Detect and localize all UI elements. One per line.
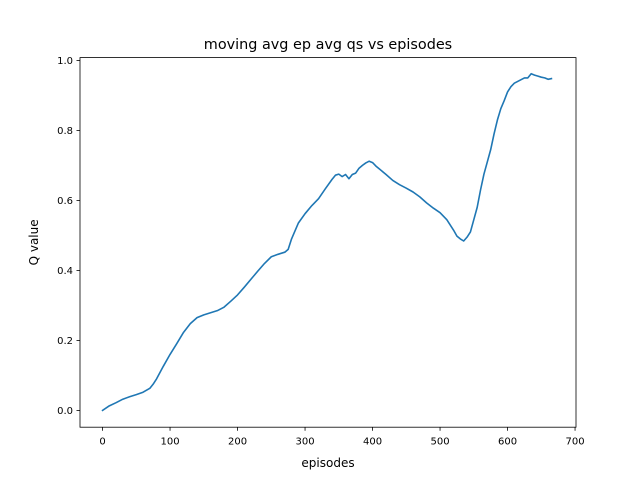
x-tick-label: 700 [566, 437, 585, 448]
y-tick-label: 1.0 [57, 56, 73, 67]
x-tick-label: 400 [363, 437, 382, 448]
y-tick-label: 0.6 [57, 196, 73, 207]
y-tick-label: 0.8 [57, 126, 73, 137]
y-axis-label: Q value [27, 219, 41, 265]
series-line [101, 72, 553, 412]
x-tick-label: 300 [296, 437, 315, 448]
x-tick-label: 500 [431, 437, 450, 448]
x-tick-label: 200 [228, 437, 247, 448]
x-axis-ticks: 0 100 200 300 400 500 600 700 [99, 427, 585, 448]
x-tick-label: 100 [160, 437, 179, 448]
x-tick-label: 600 [498, 437, 517, 448]
x-tick-label: 0 [99, 437, 105, 448]
axes-frame [79, 57, 577, 428]
y-axis-ticks: 0.0 0.2 0.4 0.6 0.8 1.0 [57, 56, 80, 417]
y-tick-label: 0.4 [57, 266, 73, 277]
y-tick-label: 0.2 [57, 336, 73, 347]
chart-title: moving avg ep avg qs vs episodes [204, 37, 452, 53]
y-tick-label: 0.0 [57, 406, 73, 417]
x-axis-label: episodes [301, 456, 354, 470]
